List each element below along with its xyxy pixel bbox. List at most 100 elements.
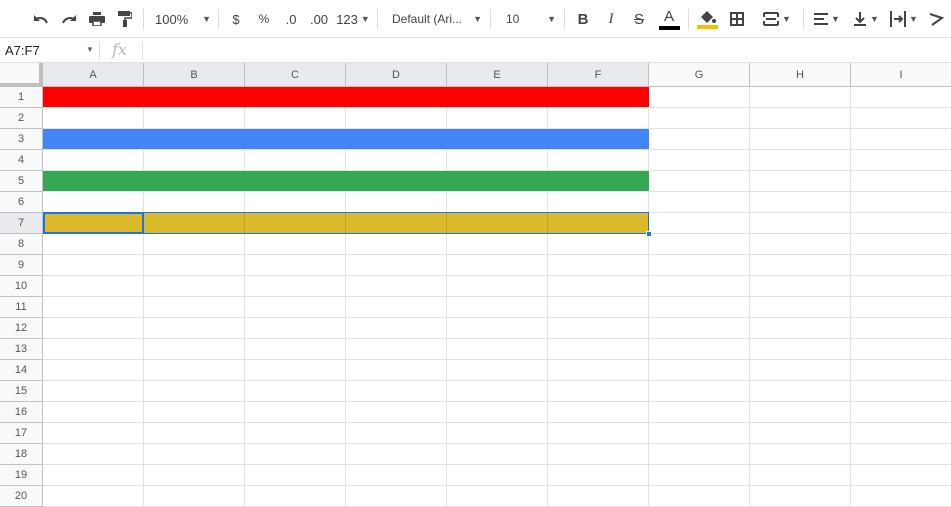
active-cell[interactable] bbox=[43, 212, 144, 234]
text-wrapping-icon[interactable]: ▼ bbox=[889, 8, 919, 30]
formula-bar: A7:F7 ▼ fx bbox=[0, 38, 951, 63]
chevron-down-icon: ▼ bbox=[782, 14, 791, 24]
row-header-14[interactable]: 14 bbox=[0, 360, 43, 381]
paint-format-icon[interactable] bbox=[114, 8, 136, 30]
more-formats-button[interactable]: 123 ▼ bbox=[336, 8, 370, 30]
undo-icon[interactable] bbox=[30, 8, 52, 30]
gridline bbox=[43, 170, 951, 171]
fill-handle[interactable] bbox=[646, 231, 652, 237]
row-header-9[interactable]: 9 bbox=[0, 255, 43, 276]
gridline bbox=[446, 87, 447, 507]
row-header-7[interactable]: 7 bbox=[0, 213, 43, 234]
gridline bbox=[850, 87, 851, 507]
redo-icon[interactable] bbox=[58, 8, 80, 30]
gridline bbox=[43, 380, 951, 381]
text-color-label: A bbox=[663, 8, 674, 25]
column-header-i[interactable]: I bbox=[851, 63, 951, 87]
filled-range-a1-f1[interactable] bbox=[43, 87, 649, 107]
row-header-4[interactable]: 4 bbox=[0, 150, 43, 171]
column-header-d[interactable]: D bbox=[346, 63, 447, 87]
row-header-15[interactable]: 15 bbox=[0, 381, 43, 402]
column-header-b[interactable]: B bbox=[144, 63, 245, 87]
zoom-value: 100% bbox=[155, 11, 189, 27]
gridline bbox=[43, 254, 951, 255]
text-color-button[interactable]: A bbox=[658, 6, 680, 32]
toolbar: 100% ▼ $ % .0 .00 123 ▼ Default (Ari... ▼ 1… bbox=[0, 0, 951, 38]
column-header-g[interactable]: G bbox=[649, 63, 750, 87]
font-size-value: 10 bbox=[506, 12, 520, 26]
percent-button[interactable]: % bbox=[258, 12, 270, 26]
column-header-f[interactable]: F bbox=[548, 63, 649, 87]
vertical-align-icon[interactable]: ▼ bbox=[851, 8, 881, 30]
gridline bbox=[43, 107, 951, 108]
row-header-11[interactable]: 11 bbox=[0, 297, 43, 318]
gridline bbox=[43, 296, 951, 297]
row-header-18[interactable]: 18 bbox=[0, 444, 43, 465]
chevron-down-icon: ▼ bbox=[473, 14, 482, 24]
filled-range-a3-f3[interactable] bbox=[43, 129, 649, 149]
text-color-swatch bbox=[658, 26, 680, 30]
decrease-decimal-button[interactable]: .0 bbox=[285, 11, 297, 27]
text-rotation-icon[interactable] bbox=[926, 8, 948, 30]
more-formats-label: 123 bbox=[336, 11, 358, 27]
column-header-h[interactable]: H bbox=[750, 63, 851, 87]
row-header-12[interactable]: 12 bbox=[0, 318, 43, 339]
filled-range-a7-f7[interactable] bbox=[43, 213, 649, 233]
print-icon[interactable] bbox=[86, 8, 108, 30]
gridline bbox=[446, 213, 447, 233]
font-value: Default (Ari... bbox=[392, 12, 463, 26]
gridline bbox=[43, 317, 951, 318]
chevron-down-icon: ▼ bbox=[360, 14, 370, 24]
row-header-19[interactable]: 19 bbox=[0, 465, 43, 486]
row-header-6[interactable]: 6 bbox=[0, 192, 43, 213]
increase-decimal-button[interactable]: .00 bbox=[309, 11, 329, 27]
fx-icon: fx bbox=[112, 40, 127, 59]
gridline bbox=[43, 401, 951, 402]
fill-color-button[interactable] bbox=[696, 6, 718, 32]
currency-button[interactable]: $ bbox=[232, 11, 240, 27]
gridline bbox=[43, 422, 951, 423]
formula-input[interactable] bbox=[150, 43, 940, 59]
fill-color-swatch bbox=[696, 25, 718, 29]
chevron-down-icon: ▼ bbox=[831, 14, 840, 24]
chevron-down-icon: ▼ bbox=[547, 14, 556, 24]
column-header-e[interactable]: E bbox=[447, 63, 548, 87]
gridline bbox=[43, 338, 951, 339]
row-header-2[interactable]: 2 bbox=[0, 108, 43, 129]
borders-icon[interactable] bbox=[727, 8, 747, 30]
gridline bbox=[43, 149, 951, 150]
row-header-10[interactable]: 10 bbox=[0, 276, 43, 297]
row-header-8[interactable]: 8 bbox=[0, 234, 43, 255]
align-icon[interactable]: ▼ bbox=[812, 8, 842, 30]
zoom-select[interactable]: 100% ▼ bbox=[155, 8, 211, 30]
filled-range-a5-f5[interactable] bbox=[43, 171, 649, 191]
gridline bbox=[43, 128, 951, 129]
row-header-13[interactable]: 13 bbox=[0, 339, 43, 360]
gridline bbox=[43, 443, 951, 444]
strikethrough-button[interactable]: S bbox=[633, 10, 644, 28]
gridline bbox=[43, 485, 951, 486]
gridline bbox=[547, 213, 548, 233]
merge-cells-icon[interactable]: ▼ bbox=[757, 8, 797, 30]
row-header-5[interactable]: 5 bbox=[0, 171, 43, 192]
column-header-c[interactable]: C bbox=[245, 63, 346, 87]
gridline bbox=[43, 464, 951, 465]
font-select[interactable]: Default (Ari... ▼ bbox=[392, 8, 482, 30]
select-all-corner[interactable] bbox=[0, 63, 43, 87]
font-size-select[interactable]: 10 ▼ bbox=[506, 8, 556, 30]
column-header-a[interactable]: A bbox=[43, 63, 144, 87]
row-header-16[interactable]: 16 bbox=[0, 402, 43, 423]
row-header-17[interactable]: 17 bbox=[0, 423, 43, 444]
gridline bbox=[547, 87, 548, 507]
chevron-down-icon: ▼ bbox=[202, 14, 211, 24]
chevron-down-icon[interactable]: ▼ bbox=[86, 45, 94, 54]
gridline bbox=[43, 359, 951, 360]
gridline bbox=[43, 191, 951, 192]
row-header-1[interactable]: 1 bbox=[0, 87, 43, 108]
name-box[interactable]: A7:F7 bbox=[5, 43, 40, 58]
gridline bbox=[345, 87, 346, 507]
italic-button[interactable]: I bbox=[608, 10, 614, 27]
gridline bbox=[749, 87, 750, 507]
row-header-3[interactable]: 3 bbox=[0, 129, 43, 150]
bold-button[interactable]: B bbox=[577, 10, 589, 28]
